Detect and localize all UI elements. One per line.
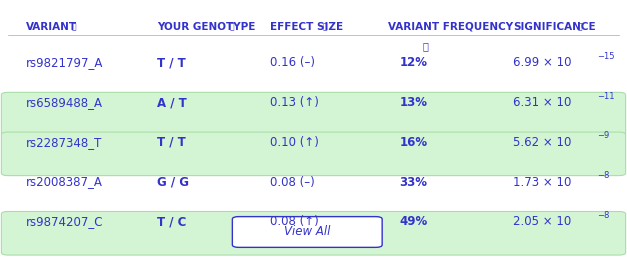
Text: 6.99 × 10: 6.99 × 10 xyxy=(514,56,572,69)
Text: 5.62 × 10: 5.62 × 10 xyxy=(514,136,572,149)
Text: 33%: 33% xyxy=(399,176,428,189)
Text: EFFECT SIZE: EFFECT SIZE xyxy=(270,22,343,32)
Text: 0.16 (–): 0.16 (–) xyxy=(270,56,315,69)
Text: 0.08 (–): 0.08 (–) xyxy=(270,176,315,189)
Text: −8: −8 xyxy=(598,211,610,220)
Text: T / T: T / T xyxy=(157,136,186,149)
Text: 6.31 × 10: 6.31 × 10 xyxy=(514,96,572,109)
FancyBboxPatch shape xyxy=(233,217,382,247)
Text: ⓘ: ⓘ xyxy=(423,41,429,51)
Text: VARIANT FREQUENCY: VARIANT FREQUENCY xyxy=(388,22,514,32)
Text: rs2287348_T: rs2287348_T xyxy=(26,136,103,149)
Text: 0.10 (↑): 0.10 (↑) xyxy=(270,136,319,149)
Text: SIGNIFICANCE: SIGNIFICANCE xyxy=(514,22,596,32)
Text: −11: −11 xyxy=(598,92,615,101)
Text: G / G: G / G xyxy=(157,176,189,189)
FancyBboxPatch shape xyxy=(1,132,626,176)
Text: rs6589488_A: rs6589488_A xyxy=(26,96,103,109)
FancyBboxPatch shape xyxy=(1,92,626,136)
Text: T / C: T / C xyxy=(157,215,187,228)
Text: ⓘ: ⓘ xyxy=(229,22,234,31)
Text: 2.05 × 10: 2.05 × 10 xyxy=(514,215,571,228)
Text: View All: View All xyxy=(284,226,330,239)
Text: T / T: T / T xyxy=(157,56,186,69)
Text: 12%: 12% xyxy=(399,56,428,69)
Text: 0.13 (↑): 0.13 (↑) xyxy=(270,96,319,109)
Text: 13%: 13% xyxy=(399,96,428,109)
Text: rs9874207_C: rs9874207_C xyxy=(26,215,104,228)
Text: 0.08 (↑): 0.08 (↑) xyxy=(270,215,319,228)
Text: 1.73 × 10: 1.73 × 10 xyxy=(514,176,572,189)
Text: ⓘ: ⓘ xyxy=(577,22,582,31)
Text: −9: −9 xyxy=(598,131,610,140)
Text: 49%: 49% xyxy=(399,215,428,228)
Text: rs2008387_A: rs2008387_A xyxy=(26,176,103,189)
Text: A / T: A / T xyxy=(157,96,187,109)
Text: −15: −15 xyxy=(598,52,615,61)
FancyBboxPatch shape xyxy=(1,212,626,255)
Text: VARIANT: VARIANT xyxy=(26,22,78,32)
Text: rs9821797_A: rs9821797_A xyxy=(26,56,103,69)
Text: YOUR GENOTYPE: YOUR GENOTYPE xyxy=(157,22,256,32)
Text: 16%: 16% xyxy=(399,136,428,149)
Text: ⓘ: ⓘ xyxy=(323,22,327,31)
Text: ⓘ: ⓘ xyxy=(71,22,76,31)
Text: −8: −8 xyxy=(598,171,610,180)
